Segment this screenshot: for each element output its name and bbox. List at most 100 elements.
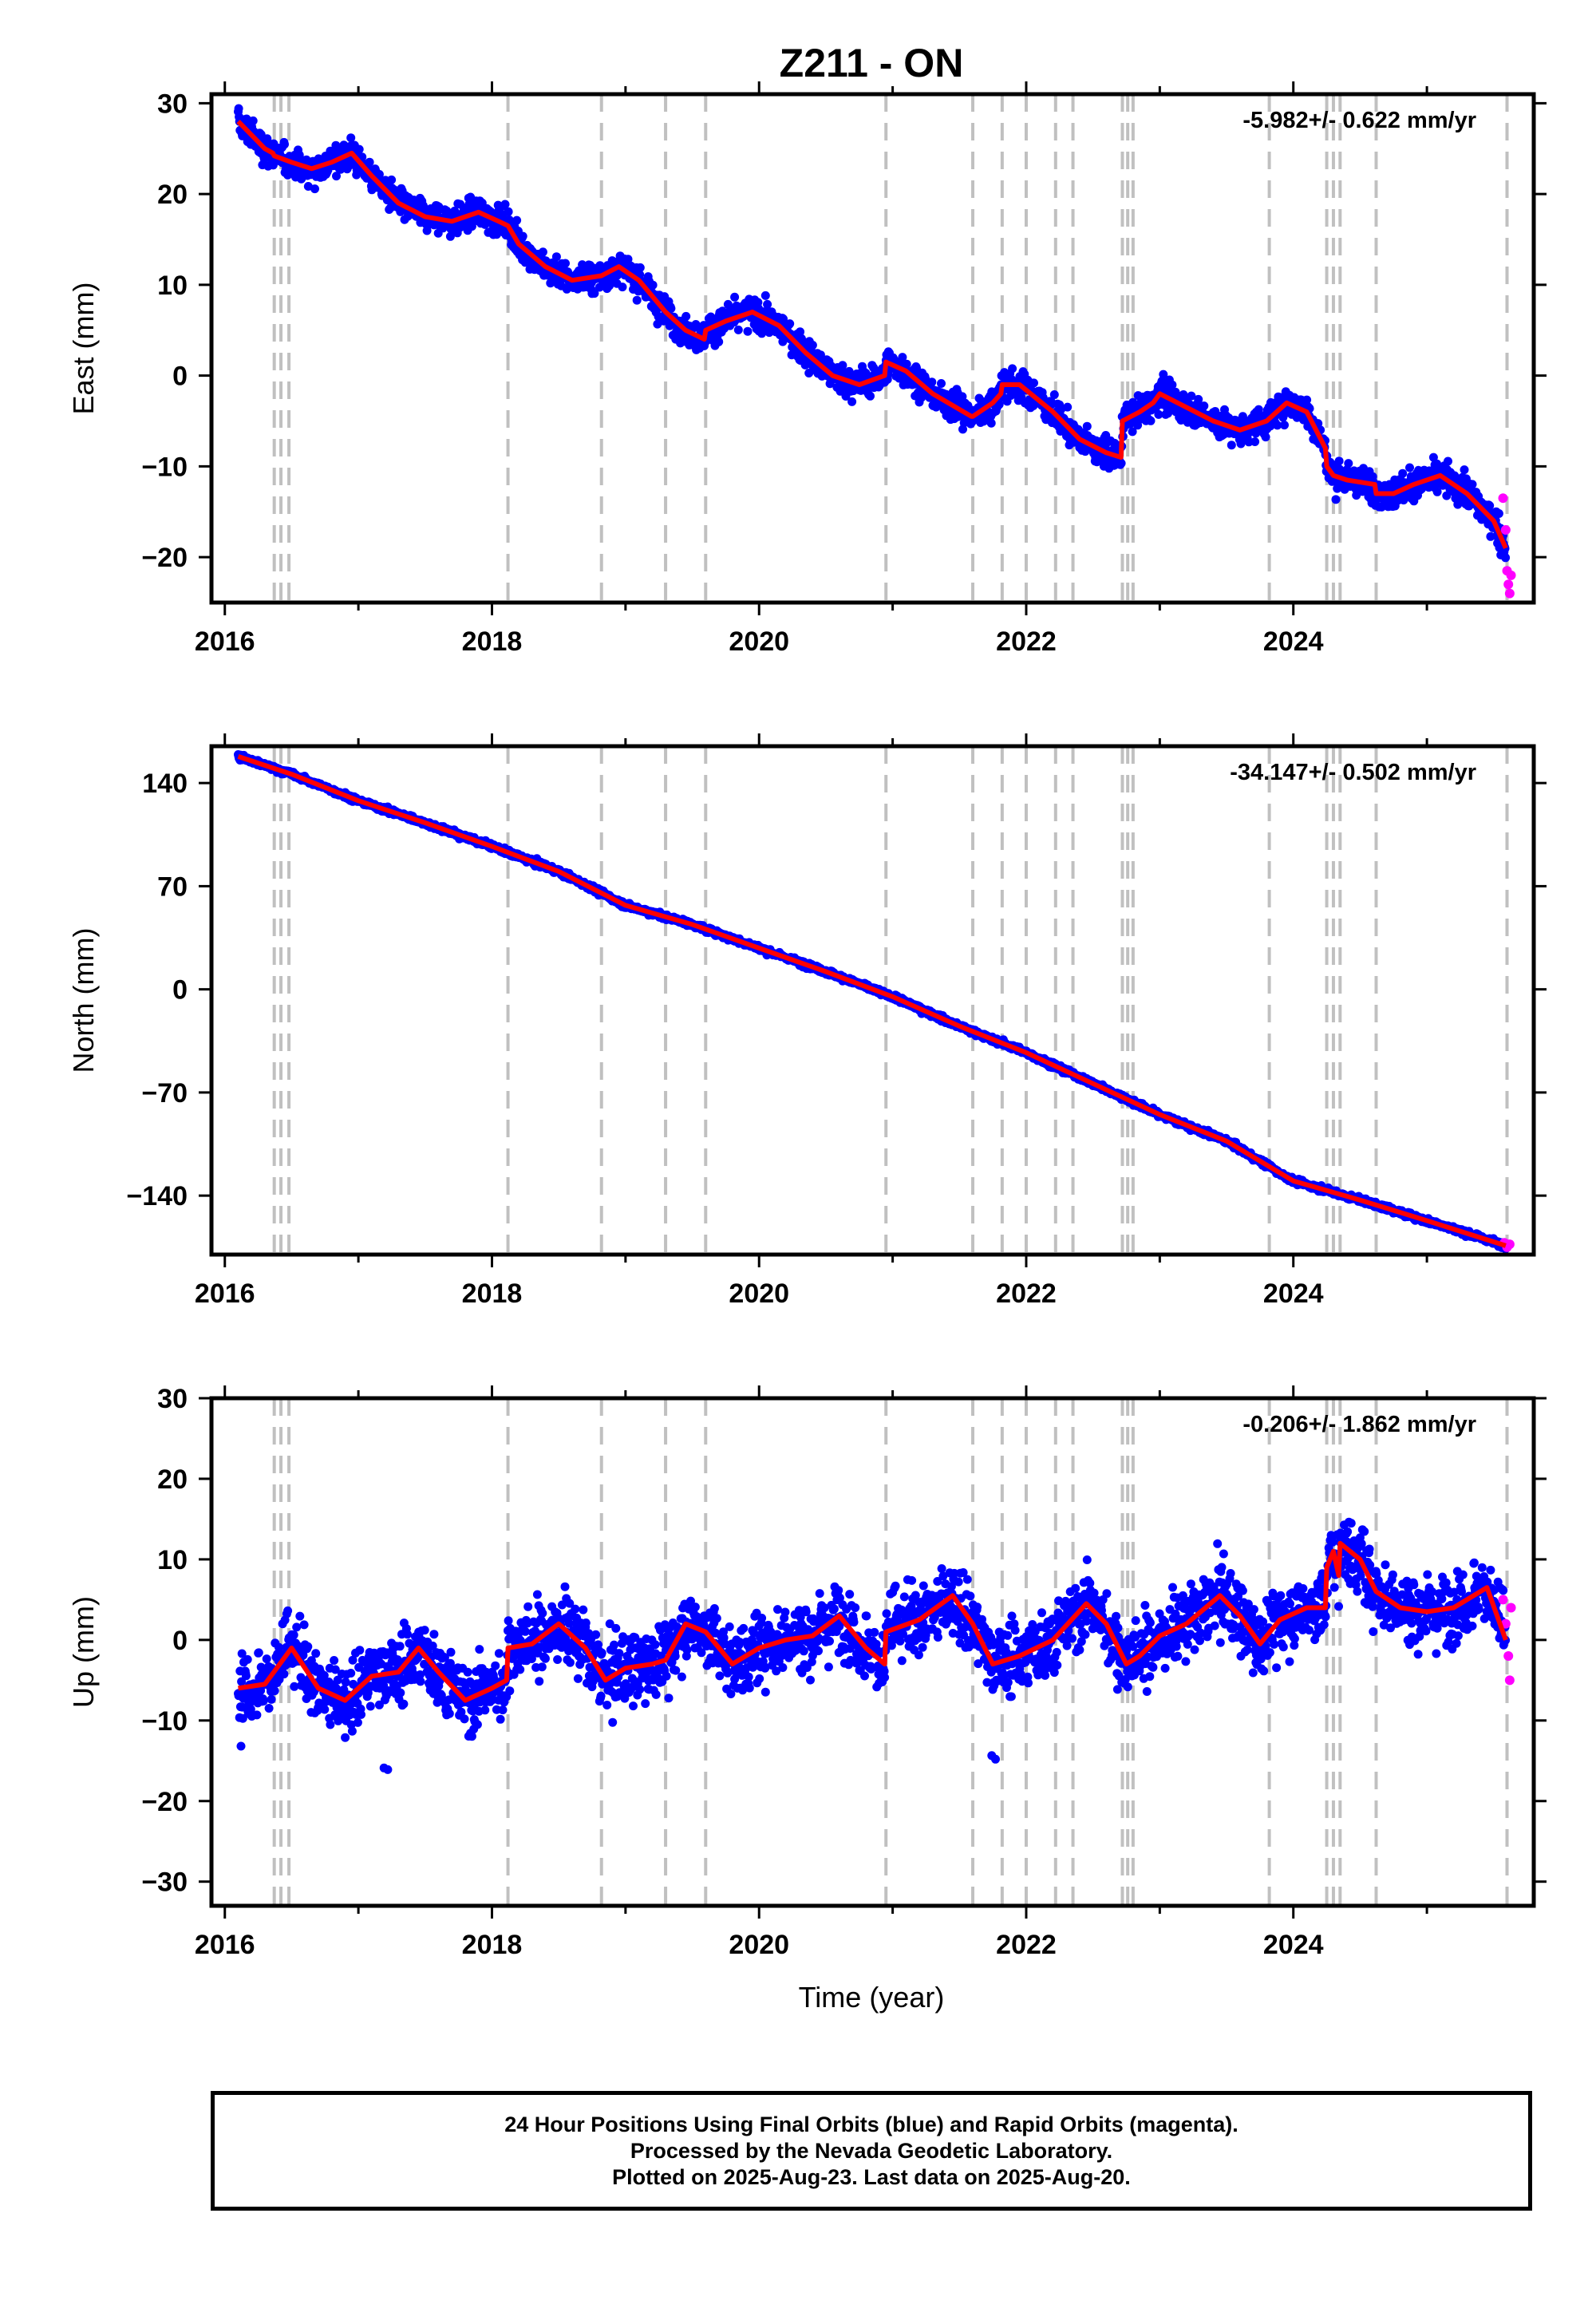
x-tick-label: 2018	[462, 626, 523, 657]
final-point	[1501, 553, 1511, 563]
x-tick-label: 2020	[729, 626, 789, 657]
rapid-point-1	[1500, 525, 1511, 535]
y-tick-label: −10	[141, 452, 188, 482]
final-point	[234, 104, 243, 113]
final-point	[500, 200, 510, 209]
rate-annotation: -5.982+/- 0.622 mm/yr	[1242, 108, 1476, 133]
final-point	[1442, 491, 1452, 500]
final-point	[354, 144, 364, 154]
final-point	[1128, 427, 1137, 437]
rapid-point-0	[1498, 493, 1508, 504]
final-point	[1302, 395, 1312, 405]
model-line	[236, 120, 1508, 550]
y-tick-label: −20	[141, 543, 188, 573]
final-point	[1273, 421, 1282, 430]
final-orbit-points	[234, 104, 1511, 563]
final-point	[1146, 416, 1156, 425]
final-point	[365, 157, 374, 167]
final-point	[714, 337, 724, 346]
final-point	[733, 325, 743, 334]
final-point	[1250, 437, 1260, 446]
final-point	[374, 170, 384, 179]
final-orbit-points	[234, 750, 1511, 1254]
final-point	[1468, 480, 1477, 489]
final-point	[1485, 501, 1495, 511]
final-point	[847, 397, 857, 406]
x-tick-label: 2024	[1263, 626, 1324, 657]
final-point	[248, 116, 258, 125]
final-point	[838, 361, 847, 370]
final-point	[551, 252, 561, 262]
y-tick-label: 30	[157, 89, 188, 119]
final-point	[538, 247, 547, 257]
final-point	[1063, 402, 1073, 412]
rapid-point-3	[1503, 579, 1514, 590]
final-point	[808, 341, 817, 350]
final-point	[618, 283, 627, 292]
chart-title: Z211 - ON	[780, 41, 964, 85]
y-tick-label: 10	[157, 271, 188, 301]
final-point	[467, 222, 476, 231]
final-point	[779, 314, 788, 323]
x-tick-label: 2022	[996, 626, 1057, 657]
final-point	[785, 319, 795, 329]
final-point	[1008, 364, 1017, 373]
final-point	[1428, 453, 1438, 462]
final-point	[902, 359, 911, 369]
final-point	[450, 206, 460, 215]
final-point	[1398, 468, 1408, 478]
final-point	[898, 353, 907, 362]
y-axis-label: East (mm)	[67, 283, 100, 415]
final-point	[1236, 439, 1246, 449]
x-axis: 2016 2018 2020 2022 2024	[195, 81, 1428, 657]
final-point	[1335, 464, 1345, 474]
final-point	[263, 134, 272, 144]
final-point	[512, 215, 522, 225]
plot-frame	[209, 92, 1536, 605]
final-point	[1049, 390, 1059, 399]
final-point	[986, 418, 996, 428]
final-point	[632, 295, 642, 305]
final-point	[1331, 495, 1341, 504]
final-point	[1334, 456, 1344, 466]
final-point	[1344, 459, 1353, 468]
y-tick-label: 20	[157, 180, 188, 210]
final-point	[994, 400, 1004, 409]
final-point	[280, 140, 289, 149]
final-point	[927, 377, 937, 387]
final-point	[1400, 491, 1409, 500]
final-point	[1029, 378, 1038, 388]
final-point	[730, 292, 740, 302]
final-point	[1116, 459, 1126, 468]
final-point	[1254, 405, 1263, 414]
final-point	[1154, 409, 1163, 419]
rapid-point-5	[1506, 570, 1516, 580]
final-point	[504, 207, 513, 216]
final-point	[1159, 370, 1168, 379]
final-point	[760, 290, 770, 300]
final-point	[1261, 433, 1270, 442]
rapid-point-4	[1504, 588, 1515, 599]
final-point	[590, 289, 599, 298]
final-point	[1494, 509, 1503, 518]
final-point	[958, 392, 967, 401]
final-point	[635, 263, 645, 272]
final-point	[1280, 421, 1289, 430]
final-point	[1444, 456, 1452, 466]
final-point	[681, 311, 691, 321]
final-point	[648, 280, 658, 290]
final-point	[1082, 421, 1092, 431]
final-point	[937, 379, 946, 388]
final-point	[561, 259, 570, 268]
final-point	[1187, 391, 1196, 401]
final-point	[332, 172, 341, 181]
final-point	[1460, 465, 1469, 475]
final-point	[743, 326, 753, 336]
final-point	[518, 231, 527, 241]
rapid-orbit-points	[1498, 493, 1516, 599]
final-point	[445, 231, 455, 241]
final-point	[1167, 380, 1177, 389]
